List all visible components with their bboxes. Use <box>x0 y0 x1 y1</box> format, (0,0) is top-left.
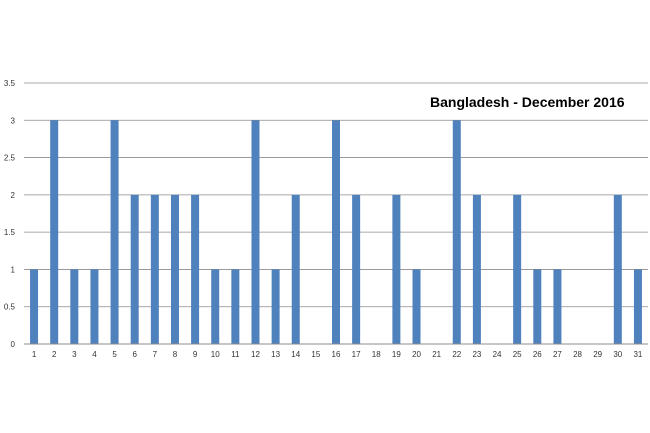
x-tick-label: 27 <box>553 350 562 359</box>
bar <box>130 194 139 344</box>
y-tick-label: 0 <box>11 340 16 349</box>
bar <box>30 269 39 344</box>
bar <box>412 269 421 344</box>
bar <box>50 120 59 345</box>
y-tick-label: 2.5 <box>4 154 16 163</box>
x-tick-label: 18 <box>372 350 381 359</box>
x-tick-label: 30 <box>613 350 622 359</box>
bars <box>30 120 642 345</box>
bar <box>452 120 461 345</box>
bar <box>291 194 300 344</box>
x-tick-label: 12 <box>251 350 260 359</box>
x-tick-label: 19 <box>392 350 401 359</box>
x-tick-label: 15 <box>311 350 320 359</box>
bar <box>110 120 119 345</box>
bar <box>633 269 642 344</box>
bar <box>150 194 159 344</box>
y-axis-ticks: 0 0.5 1 1.5 2 2.5 3 3.5 <box>4 79 16 349</box>
y-tick-label: 1.5 <box>4 228 16 237</box>
bar <box>70 269 79 344</box>
x-tick-label: 29 <box>593 350 602 359</box>
x-tick-label: 26 <box>533 350 542 359</box>
x-tick-label: 7 <box>153 350 158 359</box>
x-tick-label: 24 <box>493 350 502 359</box>
bar <box>170 194 179 344</box>
x-tick-label: 9 <box>193 350 198 359</box>
chart-title: Bangladesh - December 2016 <box>430 94 625 110</box>
x-tick-label: 5 <box>112 350 117 359</box>
x-tick-label: 20 <box>412 350 421 359</box>
x-tick-label: 4 <box>92 350 97 359</box>
y-tick-label: 2 <box>11 191 16 200</box>
x-tick-label: 1 <box>32 350 37 359</box>
x-tick-label: 25 <box>513 350 522 359</box>
x-tick-label: 11 <box>231 350 240 359</box>
y-tick-label: 1 <box>11 265 16 274</box>
x-tick-label: 17 <box>352 350 361 359</box>
bar <box>211 269 220 344</box>
bar <box>513 194 522 344</box>
x-tick-label: 16 <box>332 350 341 359</box>
bar <box>392 194 401 344</box>
bar <box>472 194 481 344</box>
y-tick-label: 3.5 <box>4 79 16 88</box>
bar <box>251 120 260 345</box>
bar <box>332 120 340 345</box>
bar <box>271 269 280 344</box>
bar <box>90 269 99 344</box>
x-tick-label: 8 <box>173 350 178 359</box>
x-tick-label: 31 <box>633 350 642 359</box>
x-tick-label: 22 <box>452 350 461 359</box>
bar <box>613 194 622 344</box>
x-tick-label: 23 <box>472 350 481 359</box>
x-tick-label: 10 <box>211 350 220 359</box>
x-tick-label: 2 <box>52 350 57 359</box>
bar <box>533 269 542 344</box>
x-tick-label: 13 <box>271 350 280 359</box>
y-tick-label: 3 <box>11 116 16 125</box>
y-tick-label: 0.5 <box>4 303 16 312</box>
x-tick-label: 6 <box>132 350 137 359</box>
x-tick-label: 21 <box>432 350 441 359</box>
bar <box>231 269 240 344</box>
x-tick-label: 14 <box>291 350 300 359</box>
x-tick-label: 3 <box>72 350 77 359</box>
bar <box>352 194 361 344</box>
bar <box>191 194 200 344</box>
bar <box>553 269 562 344</box>
x-tick-label: 28 <box>573 350 582 359</box>
x-axis-ticks: 1 2 3 4 5 6 7 8 9 10 11 12 13 14 15 16 17 18 19 20 21 22 23 24 2… <box>32 350 643 359</box>
